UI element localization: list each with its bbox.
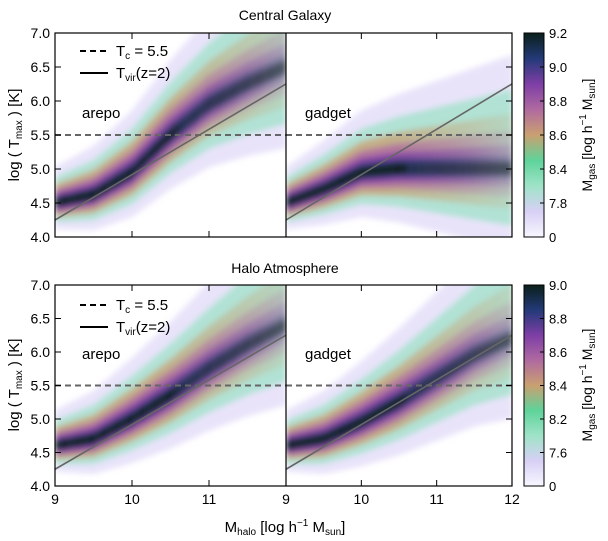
axes: 4.0 4.5 5.0 5.5 6.0 6.5 7.0 4.0 4.5 5.0 5.5 6.0 6.5 7… bbox=[31, 25, 520, 507]
y-tick-label: 4.5 bbox=[31, 445, 51, 461]
panel-label-halo-arepo: arepo bbox=[82, 346, 120, 363]
y-tick-label: 5.5 bbox=[31, 378, 51, 394]
legend-central: Tc = 5.5 Tvir(z=2) bbox=[80, 43, 170, 84]
y-tick-label: 5.5 bbox=[31, 127, 51, 143]
colorbar-tick-label: 8.4 bbox=[549, 379, 567, 394]
heatmap-halo-gadget bbox=[286, 285, 512, 474]
y-tick-label: 5.0 bbox=[31, 411, 51, 427]
panel-label-halo-gadget: gadget bbox=[305, 346, 352, 363]
colorbar-tick-label: 9.0 bbox=[549, 278, 567, 293]
colorbar-tick-label: 8.4 bbox=[549, 162, 567, 177]
legend-halo: Tc = 5.5 Tvir(z=2) bbox=[80, 297, 170, 338]
colorbar-tick-label: 8.6 bbox=[549, 345, 567, 360]
tvir-line bbox=[285, 83, 513, 221]
heatmap-halo-arepo bbox=[55, 285, 286, 474]
x-tick-label: 9 bbox=[51, 491, 59, 507]
y-tick-label: 6.0 bbox=[31, 93, 51, 109]
colorbar-tick-label: 0 bbox=[549, 479, 556, 494]
colorbar-halo: 0 7.6 8.2 8.4 8.6 8.8 9.0 bbox=[523, 278, 567, 494]
row-title-halo-atmosphere: Halo Atmosphere bbox=[231, 260, 339, 276]
x-tick-label: 10 bbox=[124, 491, 140, 507]
colorbar-tick-label: 7.6 bbox=[549, 446, 567, 461]
legend-entry-tc: Tc = 5.5 bbox=[116, 297, 168, 316]
panel-label-central-arepo: arepo bbox=[82, 105, 120, 122]
y-tick-label: 4.5 bbox=[31, 195, 51, 211]
heatmap-central-gadget bbox=[286, 55, 512, 237]
colorbar-tick-label: 8.8 bbox=[549, 94, 567, 109]
tvir-line bbox=[285, 334, 513, 470]
x-tick-label: 12 bbox=[504, 491, 520, 507]
tvir-line bbox=[54, 83, 287, 221]
reference-lines bbox=[54, 83, 513, 470]
colorbar-label-bottom: Mgas [log h−1 Msun] bbox=[578, 329, 598, 442]
y-tick-label: 7.0 bbox=[31, 277, 51, 293]
x-tick-label: 10 bbox=[354, 491, 370, 507]
x-axis-label: Mhalo [log h−1 Msun] bbox=[225, 518, 346, 538]
colorbar-central: 0 7.8 8.4 8.6 8.8 9.0 9.2 bbox=[523, 26, 567, 245]
tvir-line bbox=[54, 334, 287, 470]
colorbar-tick-label: 8.2 bbox=[549, 412, 567, 427]
row-title-central-galaxy: Central Galaxy bbox=[239, 7, 332, 23]
x-tick-label: 9 bbox=[282, 491, 290, 507]
colorbar-tick-label: 8.8 bbox=[549, 312, 567, 327]
colorbar-tick-label: 8.6 bbox=[549, 128, 567, 143]
y-tick-label: 4.0 bbox=[31, 229, 51, 245]
colorbar-tick-label: 9.2 bbox=[549, 26, 567, 41]
y-tick-label: 5.0 bbox=[31, 161, 51, 177]
y-tick-label: 6.0 bbox=[31, 344, 51, 360]
legend-entry-tvir: Tvir(z=2) bbox=[116, 65, 170, 84]
colorbar-label-top: Mgas [log h−1 Msun] bbox=[578, 79, 598, 192]
x-tick-label: 11 bbox=[202, 491, 217, 507]
colorbar-tick-label: 0 bbox=[549, 230, 556, 245]
y-tick-label: 6.5 bbox=[31, 311, 51, 327]
colorbar-tick-label: 7.8 bbox=[549, 196, 567, 211]
legend-entry-tc: Tc = 5.5 bbox=[116, 43, 168, 62]
x-tick-label: 11 bbox=[429, 491, 444, 507]
panel-label-central-gadget: gadget bbox=[305, 105, 352, 122]
y-tick-label: 4.0 bbox=[31, 478, 51, 494]
legend-entry-tvir: Tvir(z=2) bbox=[116, 319, 170, 338]
y-tick-label: 7.0 bbox=[31, 25, 51, 41]
y-axis-label-top: log ( Tmax ) [K] bbox=[6, 89, 25, 182]
y-axis-label-bottom: log ( Tmax ) [K] bbox=[6, 339, 25, 432]
heatmap-central-arepo bbox=[55, 33, 286, 231]
y-tick-label: 6.5 bbox=[31, 59, 51, 75]
colorbar-tick-label: 9.0 bbox=[549, 60, 567, 75]
